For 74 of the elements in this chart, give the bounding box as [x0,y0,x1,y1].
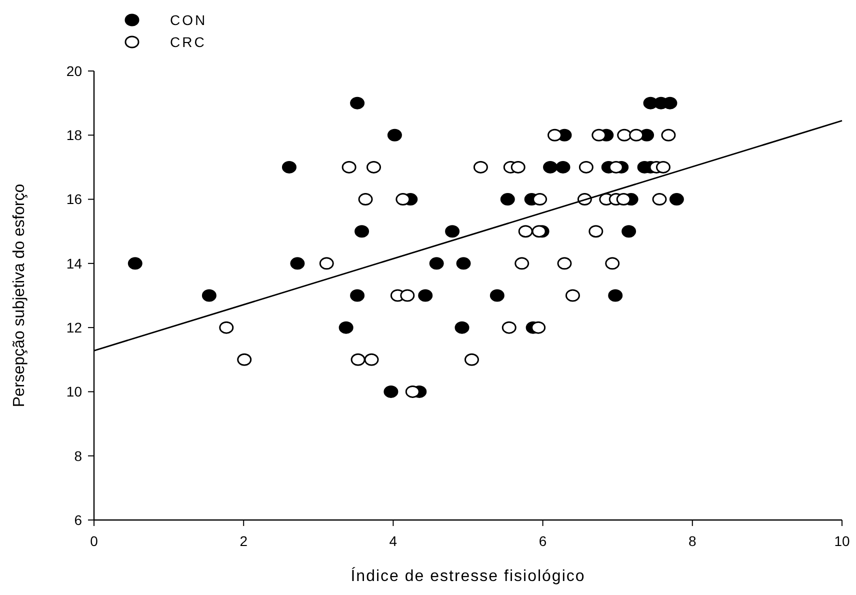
point [418,289,433,302]
point [342,160,356,174]
legend-label: CRC [170,34,206,50]
y-tick-label: 10 [66,384,82,400]
y-tick-label: 20 [66,62,82,79]
y-tick-label: 18 [66,127,82,144]
point [464,353,479,366]
point [556,160,570,174]
point [350,289,365,302]
point [319,257,334,270]
point [605,257,620,270]
point [588,225,604,238]
x-tick-label: 8 [688,533,696,549]
point [608,289,623,302]
point [396,193,410,206]
point [202,289,216,302]
point [445,225,460,238]
point [616,193,631,206]
y-tick-label: 14 [66,255,82,272]
point [557,257,572,270]
point [366,160,381,174]
point [629,128,644,142]
point [282,160,296,174]
point [237,353,252,366]
point [502,321,516,334]
point [219,321,234,334]
point [617,128,632,142]
point [405,385,420,398]
x-axis-title: Índice de estresse fisiológico [350,567,586,585]
point [532,225,546,238]
point [592,128,606,142]
y-tick-label: 6 [74,512,82,528]
point [531,321,546,334]
point [473,160,488,174]
point [358,193,373,206]
point [384,385,398,398]
y-tick-label: 12 [66,319,82,336]
x-tick-label: 2 [240,533,248,549]
x-tick-label: 0 [90,533,98,549]
point [548,128,562,142]
y-tick-label: 8 [74,448,82,464]
point [656,160,670,174]
point [578,160,594,174]
point [354,225,370,238]
point [128,257,142,270]
legend-label: CON [170,12,208,28]
point [454,321,470,334]
point [338,321,354,334]
point [669,193,684,206]
point [543,160,558,174]
point [490,289,504,302]
point [387,128,402,142]
point [500,193,515,206]
x-tick-label: 10 [834,533,850,549]
point [429,257,444,270]
point [518,225,533,238]
point [661,128,676,142]
point [565,289,580,302]
x-tick-label: 4 [389,533,398,549]
point [510,160,526,174]
point [532,193,548,206]
point [652,193,667,206]
point [456,257,471,270]
x-tick-label: 6 [538,533,547,549]
point [608,160,624,174]
point [400,289,415,302]
point [350,353,366,366]
point [364,353,379,366]
point [514,257,530,270]
point [350,96,365,110]
y-tick-label: 16 [66,191,82,208]
y-axis-title: Persepção subjetiva do esforço [11,184,28,408]
point [622,225,636,238]
point [290,257,305,270]
